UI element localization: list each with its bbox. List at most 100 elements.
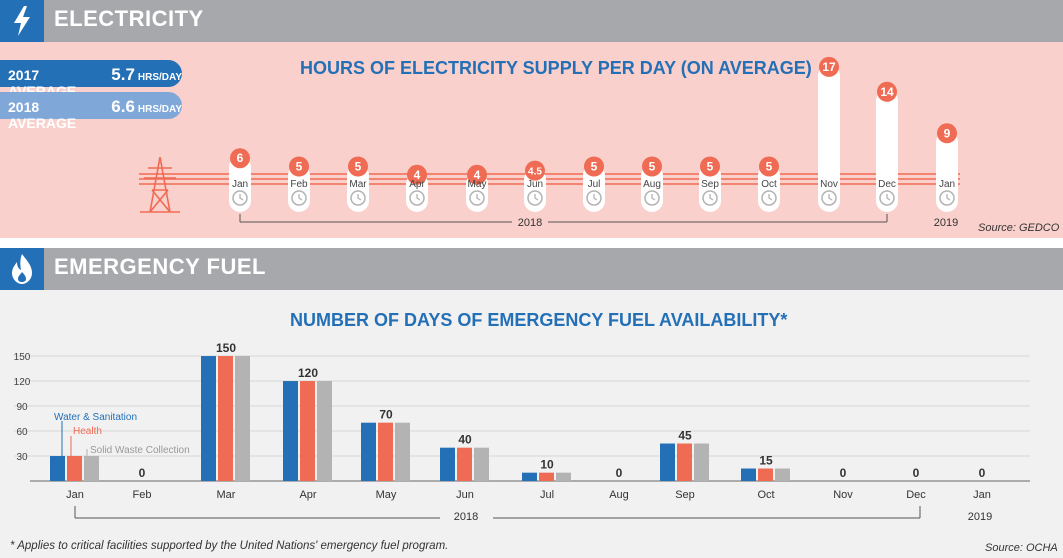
electricity-value-label: 14 <box>880 85 894 99</box>
fuel-y-tick: 120 <box>14 377 31 388</box>
electricity-value-badge <box>877 81 897 102</box>
avg-2018-label: 2018 AVERAGE <box>8 99 77 131</box>
fuel-month-label: Jun <box>456 489 474 501</box>
fuel-value-label: 0 <box>616 466 623 480</box>
avg-2017-unit: HRS/DAY <box>137 72 182 83</box>
electricity-value-badge <box>289 156 309 177</box>
fuel-bar <box>556 472 571 481</box>
electricity-value-label: 5 <box>766 160 773 174</box>
electricity-month-label: Jun <box>527 179 543 190</box>
clock-icon <box>409 190 425 206</box>
fuel-bar <box>84 456 99 481</box>
fuel-bar <box>741 468 756 481</box>
fuel-bar <box>539 472 554 481</box>
electricity-month-label: Jan <box>232 179 248 190</box>
electricity-year-brackets <box>239 214 888 223</box>
fuel-bar <box>283 381 298 481</box>
fuel-bar <box>395 422 410 481</box>
electricity-chart: 6Jan5Feb5Mar4Apr4May4.5Jun5Jul5Aug5Sep5O… <box>139 56 960 229</box>
fuel-value-label: 0 <box>979 466 986 480</box>
clock-icon <box>761 190 777 206</box>
fuel-bar <box>522 472 537 481</box>
fuel-footnote: * Applies to critical facilities support… <box>10 540 449 552</box>
electricity-value-label: 5 <box>355 160 362 174</box>
electricity-year-2018: 2018 <box>518 217 542 229</box>
fuel-bar <box>378 422 393 481</box>
fuel-bar <box>660 443 675 481</box>
electricity-value-label: 5 <box>649 160 656 174</box>
clock-icon <box>702 190 718 206</box>
fuel-value-label: 0 <box>913 466 920 480</box>
fuel-year-brackets <box>74 506 921 519</box>
electricity-bar <box>936 131 958 212</box>
electricity-chart-title: HOURS OF ELECTRICITY SUPPLY PER DAY (ON … <box>300 58 812 78</box>
electricity-month-label: Mar <box>349 179 367 190</box>
fuel-source: Source: OCHA <box>985 542 1058 554</box>
fuel-month-label: Feb <box>133 489 152 501</box>
electricity-bar <box>818 64 840 213</box>
fuel-month-label: Jul <box>540 489 554 501</box>
fuel-title: EMERGENCY FUEL <box>54 254 266 279</box>
fuel-bar <box>677 443 692 481</box>
fuel-bar <box>235 356 250 481</box>
fuel-value-label: 120 <box>298 366 318 380</box>
legend-solid-waste: Solid Waste Collection <box>90 445 190 456</box>
electricity-value-badge <box>759 156 779 177</box>
electricity-month-label: Sep <box>701 179 719 190</box>
electricity-bar <box>583 164 605 212</box>
fuel-bar <box>67 456 82 481</box>
electricity-source: Source: GEDCO <box>978 222 1060 234</box>
fuel-month-label: Mar <box>217 489 236 501</box>
fuel-bar <box>361 422 376 481</box>
electricity-month-label: Dec <box>878 179 896 190</box>
electricity-value-label: 5 <box>591 160 598 174</box>
fuel-month-label: May <box>376 489 397 501</box>
electricity-value-badge <box>937 123 957 144</box>
electricity-value-label: 5 <box>296 160 303 174</box>
clock-icon <box>821 190 837 206</box>
clock-icon <box>527 190 543 206</box>
electricity-value-badge <box>467 164 487 185</box>
fuel-legend: Water & Sanitation Health Solid Waste Co… <box>54 412 190 456</box>
fuel-value-label: 40 <box>458 433 472 447</box>
fuel-y-tick: 60 <box>16 427 28 438</box>
fuel-bar <box>474 447 489 481</box>
electricity-value-badge <box>819 56 839 77</box>
avg-2018-pill: 2018 AVERAGE 6.6 HRS/DAY <box>0 92 182 131</box>
fuel-month-label: Oct <box>757 489 774 501</box>
clock-icon <box>350 190 366 206</box>
fuel-value-label: 10 <box>540 458 554 472</box>
electricity-value-label: 17 <box>822 60 836 74</box>
fuel-month-label: Aug <box>609 489 629 501</box>
fuel-bar <box>457 447 472 481</box>
fuel-bar <box>218 356 233 481</box>
fuel-value-label: 0 <box>139 466 146 480</box>
electricity-value-badge <box>525 160 545 181</box>
electricity-bar <box>699 164 721 212</box>
fuel-month-label: Dec <box>906 489 926 501</box>
avg-2017-value: 5.7 <box>111 65 135 84</box>
electricity-year-2019: 2019 <box>934 217 958 229</box>
fuel-bar <box>758 468 773 481</box>
avg-2018-value: 6.6 <box>111 97 135 116</box>
fuel-bar <box>50 456 65 481</box>
avg-2018-unit: HRS/DAY <box>137 104 182 115</box>
fuel-y-tick: 30 <box>16 452 28 463</box>
fuel-bar <box>300 381 315 481</box>
fuel-chart-title: NUMBER OF DAYS OF EMERGENCY FUEL AVAILAB… <box>290 310 788 330</box>
fuel-month-label: Nov <box>833 489 853 501</box>
electricity-value-badge <box>642 156 662 177</box>
clock-icon <box>939 190 955 206</box>
electricity-bar <box>876 89 898 212</box>
electricity-value-badge <box>700 156 720 177</box>
electricity-value-badge <box>348 156 368 177</box>
electricity-month-label: Nov <box>820 179 838 190</box>
electricity-bar <box>229 156 251 212</box>
fuel-month-label: Jan <box>66 489 84 501</box>
electricity-value-label: 5 <box>707 160 714 174</box>
electricity-month-label: Aug <box>643 179 661 190</box>
fuel-bar <box>440 447 455 481</box>
fuel-month-label: Apr <box>299 489 316 501</box>
electricity-bar <box>288 164 310 212</box>
